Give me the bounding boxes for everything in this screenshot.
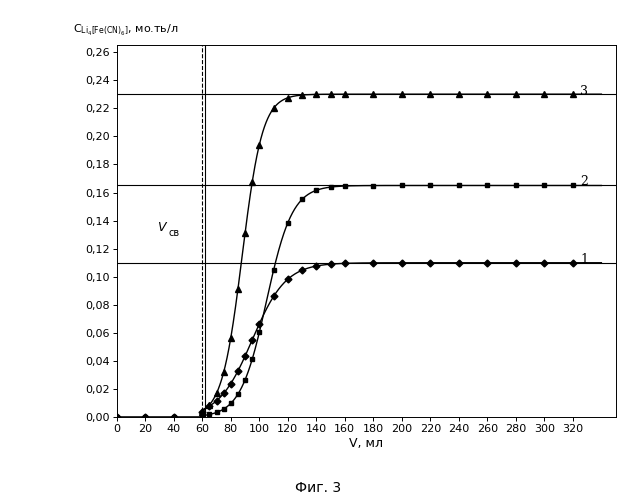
X-axis label: V, мл: V, мл bbox=[349, 437, 383, 450]
Text: C$_{\rm Li_4[Fe(CN)_6]}$, мо.ть/л: C$_{\rm Li_4[Fe(CN)_6]}$, мо.ть/л bbox=[73, 22, 179, 38]
Text: св: св bbox=[168, 228, 179, 238]
Text: 3: 3 bbox=[580, 85, 588, 98]
Text: 2: 2 bbox=[580, 175, 588, 188]
Text: 1: 1 bbox=[580, 254, 588, 266]
Text: Фиг. 3: Фиг. 3 bbox=[296, 481, 341, 495]
Text: V: V bbox=[157, 221, 165, 234]
